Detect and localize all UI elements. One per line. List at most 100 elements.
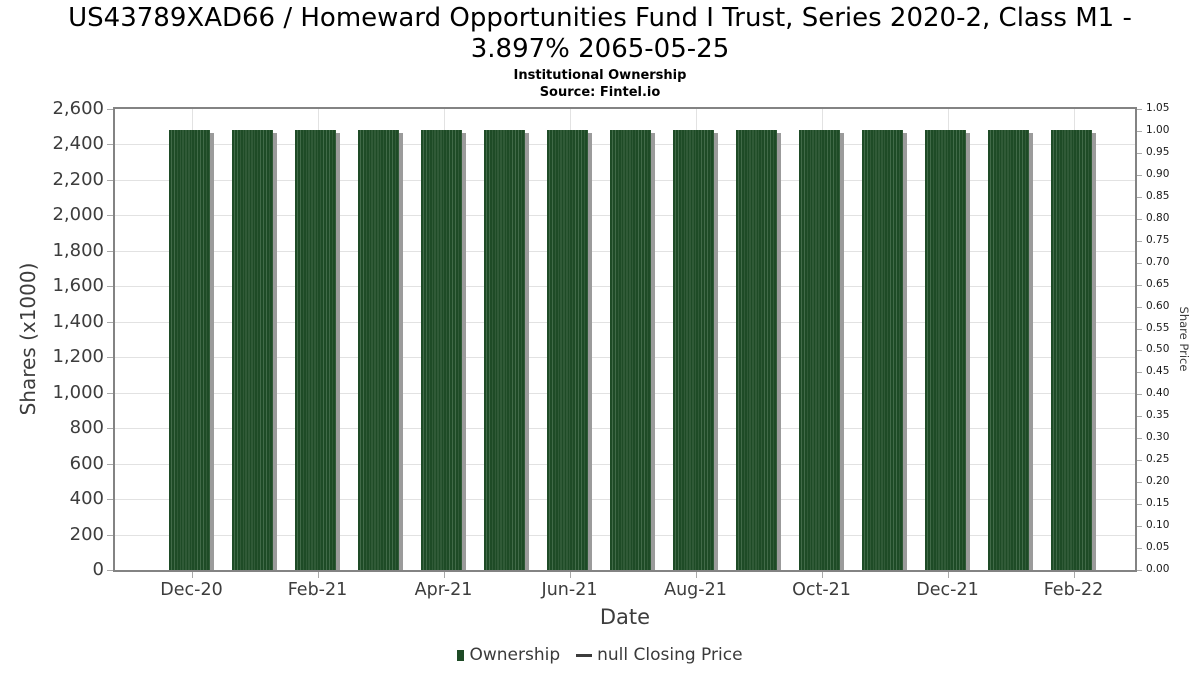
y-axis-left-tickmark xyxy=(107,463,113,465)
closing-price-line-icon xyxy=(576,653,593,657)
y-axis-right-tick-label: 0.85 xyxy=(1146,189,1170,202)
y-axis-right-tickmark xyxy=(1137,372,1142,374)
y-axis-left-tick-label: 1,800 xyxy=(52,239,104,261)
y-axis-right-tick-label: 0.50 xyxy=(1146,343,1170,356)
ownership-bar xyxy=(736,130,777,570)
ownership-bar xyxy=(610,130,651,570)
y-axis-right-tick-label: 0.25 xyxy=(1146,453,1170,466)
x-axis-tick-label: Dec-20 xyxy=(160,580,223,600)
y-axis-left-tickmark xyxy=(107,179,113,181)
ownership-bar xyxy=(232,130,273,570)
y-axis-left-tickmark xyxy=(107,321,113,323)
y-axis-right-tick-label: 0.65 xyxy=(1146,277,1170,290)
y-axis-left-tick-label: 1,200 xyxy=(52,346,104,368)
y-axis-right-tick-label: 0.55 xyxy=(1146,321,1170,334)
y-axis-left-tick-label: 2,600 xyxy=(52,98,104,119)
y-axis-left-tickmark xyxy=(107,250,113,252)
y-axis-right-tickmark xyxy=(1137,460,1142,462)
ownership-bar xyxy=(295,130,336,570)
y-axis-right-tickmark xyxy=(1137,130,1142,132)
y-axis-right-tick-label: 0.10 xyxy=(1146,519,1170,532)
y-axis-right-tick-label: 0.40 xyxy=(1146,387,1170,400)
chart-title: US43789XAD66 / Homeward Opportunities Fu… xyxy=(0,3,1200,65)
y-axis-right-tickmark xyxy=(1137,394,1142,396)
y-axis-left-tickmark xyxy=(107,109,113,110)
y-axis-left-tick-label: 2,000 xyxy=(52,204,104,226)
y-axis-right-tick-label: 1.00 xyxy=(1146,123,1170,136)
x-axis-tick-label: Oct-21 xyxy=(792,580,851,600)
ownership-bar xyxy=(1051,130,1092,570)
ownership-bar xyxy=(925,130,966,570)
y-axis-right-tickmark xyxy=(1137,240,1142,242)
y-axis-left-tick-label: 1,000 xyxy=(52,381,104,403)
ownership-swatch-icon xyxy=(457,649,465,661)
y-axis-left-tick-label: 600 xyxy=(69,452,104,474)
y-axis-right-tickmark xyxy=(1137,350,1142,352)
x-axis-title: Date xyxy=(599,605,651,629)
y-axis-right-tickmark xyxy=(1137,438,1142,440)
y-axis-right-tick-label: 0.60 xyxy=(1146,299,1170,312)
x-axis-tick-label: Aug-21 xyxy=(664,580,727,600)
y-axis-right-tick-label: 0.75 xyxy=(1146,233,1170,246)
legend: Ownership null Closing Price xyxy=(0,645,1200,665)
ownership-bar xyxy=(358,130,399,570)
y-axis-left-tickmark xyxy=(107,570,113,571)
y-axis-right-tickmark xyxy=(1137,482,1142,484)
y-axis-left-tickmark xyxy=(107,357,113,359)
y-axis-left-tick-label: 800 xyxy=(69,417,104,439)
legend-item-ownership: Ownership xyxy=(457,645,560,665)
x-axis-tickmark xyxy=(947,572,949,578)
x-axis-tickmark xyxy=(1073,572,1075,578)
y-axis-left-tick-label: 200 xyxy=(69,523,104,545)
y-axis-right-tick-label: 0.90 xyxy=(1146,167,1170,180)
y-axis-right-tickmark xyxy=(1137,306,1142,308)
x-axis-tick-label: Apr-21 xyxy=(414,580,473,600)
chart-title-line2: 3.897% 2065-05-25 xyxy=(470,34,730,65)
x-axis-tick-label: Feb-22 xyxy=(1043,580,1104,600)
y-axis-right-tick-label: 0.00 xyxy=(1146,563,1170,575)
x-axis-tickmark xyxy=(443,572,445,578)
legend-item-closing-price: null Closing Price xyxy=(576,645,743,665)
y-axis-right-tickmark xyxy=(1137,416,1142,418)
chart-source: Source: Fintel.io xyxy=(539,85,661,100)
chart-title-line1: US43789XAD66 / Homeward Opportunities Fu… xyxy=(68,3,1132,33)
y-axis-right-tick-label: 0.15 xyxy=(1146,497,1170,510)
ownership-bar xyxy=(799,130,840,570)
y-axis-left-tickmark xyxy=(107,499,113,501)
y-axis-right-tickmark xyxy=(1137,548,1142,550)
y-axis-left-tick-label: 1,600 xyxy=(52,275,104,297)
y-axis-right-tickmark xyxy=(1137,218,1142,220)
x-axis-tick-label: Feb-21 xyxy=(287,580,348,600)
y-axis-right-tick-label: 0.95 xyxy=(1146,145,1170,158)
y-axis-right-tickmark xyxy=(1137,284,1142,286)
y-axis-right-tick-label: 0.30 xyxy=(1146,431,1170,444)
x-axis-tick-label: Jun-21 xyxy=(541,580,598,600)
legend-label-ownership: Ownership xyxy=(469,645,561,665)
y-axis-right-tickmark xyxy=(1137,504,1142,506)
y-axis-left-tickmark xyxy=(107,428,113,430)
y-axis-right-tickmark xyxy=(1137,570,1142,571)
y-axis-right-tick-label: 0.20 xyxy=(1146,475,1170,488)
y-axis-right-tick-label: 0.70 xyxy=(1146,255,1170,268)
x-axis-tickmark xyxy=(695,572,697,578)
legend-label-closing-price: null Closing Price xyxy=(597,645,743,665)
y-axis-right-tick-label: 0.45 xyxy=(1146,365,1170,378)
y-axis-left-tickmark xyxy=(107,534,113,536)
y-axis-left-tick-label: 400 xyxy=(69,488,104,510)
plot-area xyxy=(113,107,1137,572)
y-axis-left-tick-label: 2,200 xyxy=(52,168,104,190)
y-axis-right-tickmark xyxy=(1137,152,1142,154)
chart-subtitle: Institutional Ownership xyxy=(513,68,687,83)
ownership-bar xyxy=(547,130,588,570)
ownership-bar xyxy=(862,130,903,570)
y-axis-right-tick-label: 0.80 xyxy=(1146,211,1170,224)
y-axis-left-tick-label: 0 xyxy=(92,559,104,580)
y-axis-left-tickmark xyxy=(107,144,113,146)
x-axis-tick-label: Dec-21 xyxy=(916,580,979,600)
ownership-bar xyxy=(421,130,462,570)
ownership-bar xyxy=(988,130,1029,570)
ownership-bar xyxy=(673,130,714,570)
y-axis-left-tick-label: 2,400 xyxy=(52,133,104,155)
x-axis-tickmark xyxy=(317,572,319,578)
